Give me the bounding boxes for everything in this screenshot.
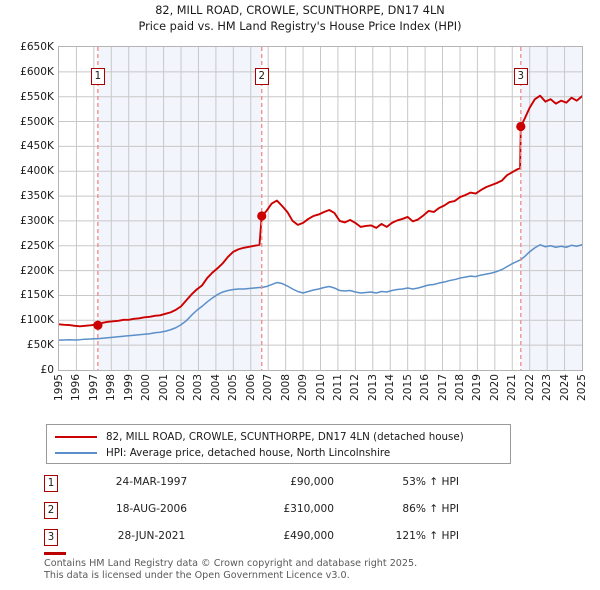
transaction-hpi-delta: 121% ↑ HPI xyxy=(395,530,459,542)
footer-copyright: Contains HM Land Registry data © Crown c… xyxy=(44,558,418,569)
transaction-date: 24-MAR-1997 xyxy=(115,476,188,488)
legend-label-1: 82, MILL ROAD, CROWLE, SCUNTHORPE, DN17 … xyxy=(106,431,464,443)
y-tick-label: £650K xyxy=(20,41,54,53)
transaction-hpi-delta: 86% ↑ HPI xyxy=(402,503,459,515)
transaction-price: £310,000 xyxy=(283,503,334,515)
x-tick-label: 2015 xyxy=(401,374,414,401)
x-tick-label: 2010 xyxy=(314,374,327,401)
x-tick-label: 2020 xyxy=(488,374,501,401)
hpi-line xyxy=(59,244,582,341)
legend-swatch-1 xyxy=(55,436,97,438)
legend-swatch-2 xyxy=(55,452,97,454)
x-tick-label: 1996 xyxy=(70,374,83,401)
x-tick-label: 2022 xyxy=(523,374,536,401)
y-tick-label: £200K xyxy=(20,264,54,277)
x-tick-label: 2012 xyxy=(349,374,362,401)
x-tick-label: 2007 xyxy=(262,374,275,401)
transaction-index-2[interactable]: 2 xyxy=(44,502,58,519)
event-flag-1[interactable]: 1 xyxy=(90,68,105,85)
transaction-date: 28-JUN-2021 xyxy=(117,530,186,542)
x-tick-label: 2021 xyxy=(506,374,519,401)
x-tick-label: 2005 xyxy=(227,374,240,401)
legend-label-2: HPI: Average price, detached house, Nort… xyxy=(106,447,391,459)
x-tick-label: 2001 xyxy=(157,374,170,401)
legend-row-2: HPI: Average price, detached house, Nort… xyxy=(55,445,502,461)
x-tick-label: 2009 xyxy=(297,374,310,401)
transaction-index-3[interactable]: 3 xyxy=(44,529,58,546)
x-tick-label: 2006 xyxy=(244,374,257,401)
table-row: 2 18-AUG-2006 £310,000 86% ↑ HPI xyxy=(44,500,464,527)
x-axis: 1995 1996 1997 1998 1999 2000 2001 2002 2003 2004… xyxy=(53,374,588,420)
y-tick-label: £600K xyxy=(20,65,54,78)
x-tick-label: 2023 xyxy=(541,374,554,401)
x-tick-label: 2018 xyxy=(453,374,466,401)
transaction-index-1[interactable]: 1 xyxy=(44,475,58,492)
chart-plot-area: 1 2 3 xyxy=(58,46,583,371)
y-tick-label: £150K xyxy=(20,289,54,302)
page-subtitle: Price paid vs. HM Land Registry's House … xyxy=(138,20,462,33)
x-tick-label: 2014 xyxy=(384,374,397,401)
y-tick-label: £350K xyxy=(20,190,54,203)
transaction-hpi-delta: 53% ↑ HPI xyxy=(402,476,459,488)
footer-rule xyxy=(44,552,66,555)
transactions-table: 1 24-MAR-1997 £90,000 53% ↑ HPI 2 18-AUG-2006… xyxy=(44,473,464,554)
chart-legend: 82, MILL ROAD, CROWLE, SCUNTHORPE, DN17 … xyxy=(46,424,511,464)
y-tick-label: £500K xyxy=(20,115,54,128)
x-tick-label: 2000 xyxy=(140,374,153,401)
sale-marker-2 xyxy=(257,211,267,221)
footer-licence: This data is licensed under the Open Gov… xyxy=(44,569,350,581)
y-tick-label: £400K xyxy=(20,165,54,178)
y-tick-label: £300K xyxy=(20,214,54,227)
x-tick-label: 2025 xyxy=(576,374,588,401)
sale-marker-3 xyxy=(516,121,526,132)
x-tick-label: 2017 xyxy=(436,374,449,401)
event-flag-2[interactable]: 2 xyxy=(254,68,269,85)
y-tick-label: £250K xyxy=(20,239,54,252)
price-paid-line xyxy=(59,94,582,328)
transaction-price: £90,000 xyxy=(290,476,334,488)
event-flag-3[interactable]: 3 xyxy=(513,68,528,85)
x-tick-label: 2002 xyxy=(175,374,188,401)
footer: Contains HM Land Registry data © Crown c… xyxy=(44,558,584,581)
y-tick-label: £550K xyxy=(20,90,54,103)
table-row: 3 28-JUN-2021 £490,000 121% ↑ HPI xyxy=(44,527,464,554)
x-tick-label: 2008 xyxy=(279,374,292,401)
chart-title-block: 82, MILL ROAD, CROWLE, SCUNTHORPE, DN17 … xyxy=(0,3,600,35)
page-title: 82, MILL ROAD, CROWLE, SCUNTHORPE, DN17 … xyxy=(155,4,445,17)
chart-svg xyxy=(59,47,582,370)
x-tick-label: 2024 xyxy=(558,374,571,401)
table-row: 1 24-MAR-1997 £90,000 53% ↑ HPI xyxy=(44,473,464,500)
transaction-price: £490,000 xyxy=(283,530,334,542)
x-tick-label: 2019 xyxy=(471,374,484,401)
x-tick-label: 1997 xyxy=(87,374,100,401)
x-tick-label: 2016 xyxy=(419,374,432,401)
x-tick-label: 2003 xyxy=(192,374,205,401)
y-tick-label: £450K xyxy=(20,140,54,153)
x-tick-label: 1995 xyxy=(53,374,65,401)
shaded-band-1 xyxy=(97,47,262,370)
x-tick-label: 2013 xyxy=(366,374,379,401)
transaction-date: 18-AUG-2006 xyxy=(115,503,188,515)
x-tick-label: 1999 xyxy=(122,374,135,401)
legend-row-1: 82, MILL ROAD, CROWLE, SCUNTHORPE, DN17 … xyxy=(55,429,502,445)
x-tick-label: 2004 xyxy=(209,374,222,401)
y-tick-label: £50K xyxy=(26,339,54,352)
y-tick-label: £0 xyxy=(40,364,54,376)
y-tick-label: £100K xyxy=(20,314,54,327)
x-tick-label: 1998 xyxy=(105,374,118,401)
x-tick-label: 2011 xyxy=(331,374,344,401)
y-axis: £0 £50K £100K £150K £200K £250K £300K £350K £400… xyxy=(0,41,54,376)
sale-marker-1 xyxy=(93,320,103,330)
